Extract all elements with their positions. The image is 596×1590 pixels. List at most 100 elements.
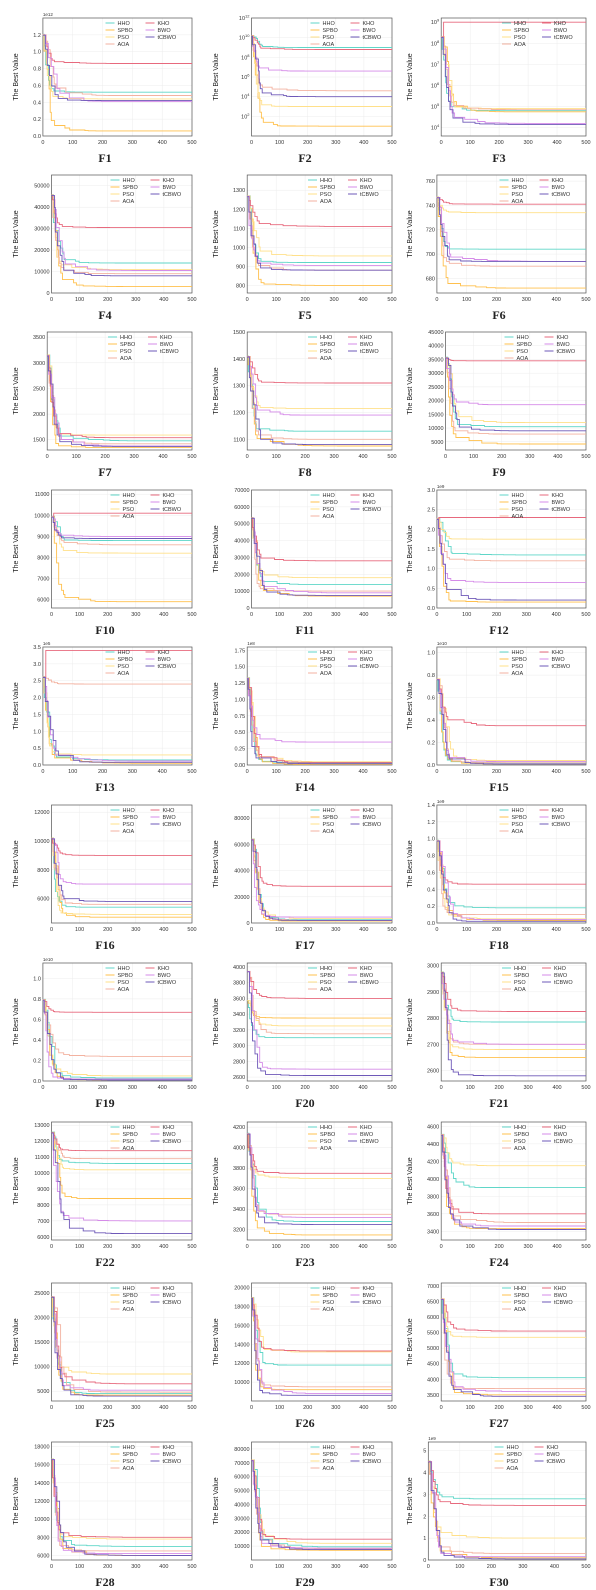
x-tick-label: 300 (329, 454, 338, 460)
x-tick-label: 0 (50, 612, 53, 618)
y-tick-label: 0.0 (427, 921, 435, 927)
legend-label-aoa: AOA (123, 1307, 135, 1313)
y-tick-label: 0 (46, 291, 49, 297)
x-tick-label: 200 (492, 297, 501, 303)
legend-label-bwo: BWO (360, 185, 374, 191)
y-tick-label: 2600 (427, 1069, 439, 1075)
y-tick-label: 30000 (428, 371, 443, 377)
y-tick-label: 105 (431, 102, 440, 111)
y-tick-label: 10000 (34, 1171, 49, 1177)
x-tick-label: 300 (128, 769, 137, 775)
y-axis-label: The Best Value (13, 525, 20, 572)
x-tick-label: 400 (359, 1564, 368, 1570)
legend-label-aoa: AOA (323, 829, 335, 835)
x-tick-label: 100 (72, 454, 81, 460)
legend-label-pso: PSO (320, 1139, 332, 1145)
x-tick-label: 100 (462, 612, 471, 618)
x-tick-label: 400 (552, 927, 561, 933)
x-tick-label: 100 (75, 612, 84, 618)
y-tick-exponent: 7 (437, 60, 440, 65)
legend-label-bwo: BWO (158, 28, 172, 34)
series-line-spbo (42, 34, 192, 132)
legend-label-hho: HHO (517, 335, 530, 341)
legend-label-tcbwo: tCBWO (552, 664, 571, 670)
series-line-aoa (42, 999, 192, 1057)
legend-label-kho: KHO (363, 808, 376, 814)
legend-label-tcbwo: tCBWO (163, 822, 182, 828)
legend-label-spbo: SPBO (123, 1293, 139, 1299)
y-tick-label: 3400 (233, 1012, 245, 1018)
legend-label-bwo: BWO (360, 657, 374, 663)
chart-f28: 0 100 200 300 400 500 6000 8000 10000 12000 14000 1… (13, 1441, 197, 1570)
series-line-kho (247, 677, 392, 763)
legend-label-tcbwo: tCBWO (363, 1300, 382, 1306)
series-line-bwo (51, 1132, 192, 1222)
legend-label-aoa: AOA (320, 356, 332, 362)
series-line-aoa (47, 354, 192, 445)
legend-label-bwo: BWO (554, 973, 568, 979)
chart-f11: 0 100 200 300 400 500 0 10000 20000 30000 40000 500… (213, 488, 397, 618)
series-line-hho (251, 1459, 392, 1548)
x-tick-label: 400 (550, 1564, 559, 1570)
y-tick-label: 1.0 (427, 567, 435, 573)
chart-f2: 0 100 200 300 400 50010210410610810101012The … (213, 14, 397, 147)
x-tick-label: 400 (358, 454, 367, 460)
series-line-pso (251, 517, 392, 579)
legend-label-spbo: SPBO (118, 28, 134, 34)
legend-label-bwo: BWO (163, 1132, 177, 1138)
plot-frame (251, 489, 393, 609)
y-tick-exponent: 4 (437, 123, 440, 128)
x-tick-label: 100 (272, 454, 281, 460)
x-tick-label: 300 (131, 1564, 140, 1570)
legend-label-spbo: SPBO (120, 342, 136, 348)
series-line-bwo (441, 36, 586, 124)
y-tick-label: 40000 (234, 1502, 249, 1508)
panel-f2: 0 100 200 300 400 500 102 104 106 108 1010 1012 The … (210, 8, 400, 166)
y-tick-exponent: 8 (437, 39, 440, 44)
x-tick-label: 0 (440, 140, 443, 146)
y-tick-label: 70000 (234, 488, 249, 494)
legend-label-spbo: SPBO (123, 500, 139, 506)
x-tick-label: 300 (523, 1085, 532, 1091)
y-tick-label: 1.0 (427, 837, 435, 843)
chart-f20: 0 100 200 300 400 500 2600 2800 3000 3200 3400 3600… (213, 962, 397, 1091)
series-line-spbo (436, 839, 586, 921)
legend-label-kho: KHO (363, 493, 376, 499)
legend-label-pso: PSO (120, 349, 132, 355)
x-tick-label: 0 (250, 1564, 253, 1570)
legend-label-kho: KHO (163, 1125, 176, 1131)
series-line-pso (436, 518, 586, 540)
y-tick-exponent: 2 (247, 112, 250, 117)
legend-label-kho: KHO (360, 1125, 373, 1131)
x-tick-label: 400 (553, 454, 562, 460)
plot-frame (427, 1441, 587, 1561)
panel-f20: 0 100 200 300 400 500 2600 2800 3000 3200 3400 3600… (210, 953, 400, 1111)
y-tick-label: 20000 (234, 572, 249, 578)
legend-label-tcbwo: tCBWO (554, 1300, 573, 1306)
x-tick-label: 300 (131, 1244, 140, 1250)
plot-frame (436, 489, 587, 609)
legend-label-kho: KHO (158, 650, 171, 656)
y-tick-label: 5500 (427, 1331, 439, 1337)
series-line-spbo (51, 1131, 192, 1199)
y-tick-label: 10000 (34, 839, 49, 845)
x-tick-label: 0 (444, 454, 447, 460)
legend-label-hho: HHO (123, 1445, 136, 1451)
series-line-pso (247, 355, 392, 409)
x-tick-label: 300 (331, 612, 340, 618)
x-tick-label: 0 (46, 454, 49, 460)
panel-label: F19 (95, 1096, 115, 1110)
series-line-kho (436, 517, 586, 520)
legend-label-pso: PSO (123, 507, 135, 513)
series-line-kho (436, 197, 586, 205)
y-tick-label: 12000 (34, 1499, 49, 1505)
series-line-pso (251, 35, 392, 107)
legend-label-hho: HHO (320, 650, 333, 656)
legend-label-aoa: AOA (507, 1466, 519, 1472)
x-tick-label: 200 (101, 454, 110, 460)
y-tick-label: 0 (246, 606, 249, 612)
chart-f21: 0 100 200 300 400 500 2600 2700 2800 2900 3000 The … (407, 962, 591, 1091)
y-tick-label: 50000 (234, 522, 249, 528)
panel-f19: 0 100 200 300 400 500 0.0 0.2 0.4 0.6 0.8 1.0 1e10 Th… (10, 953, 200, 1111)
x-tick-label: 0 (250, 927, 253, 933)
